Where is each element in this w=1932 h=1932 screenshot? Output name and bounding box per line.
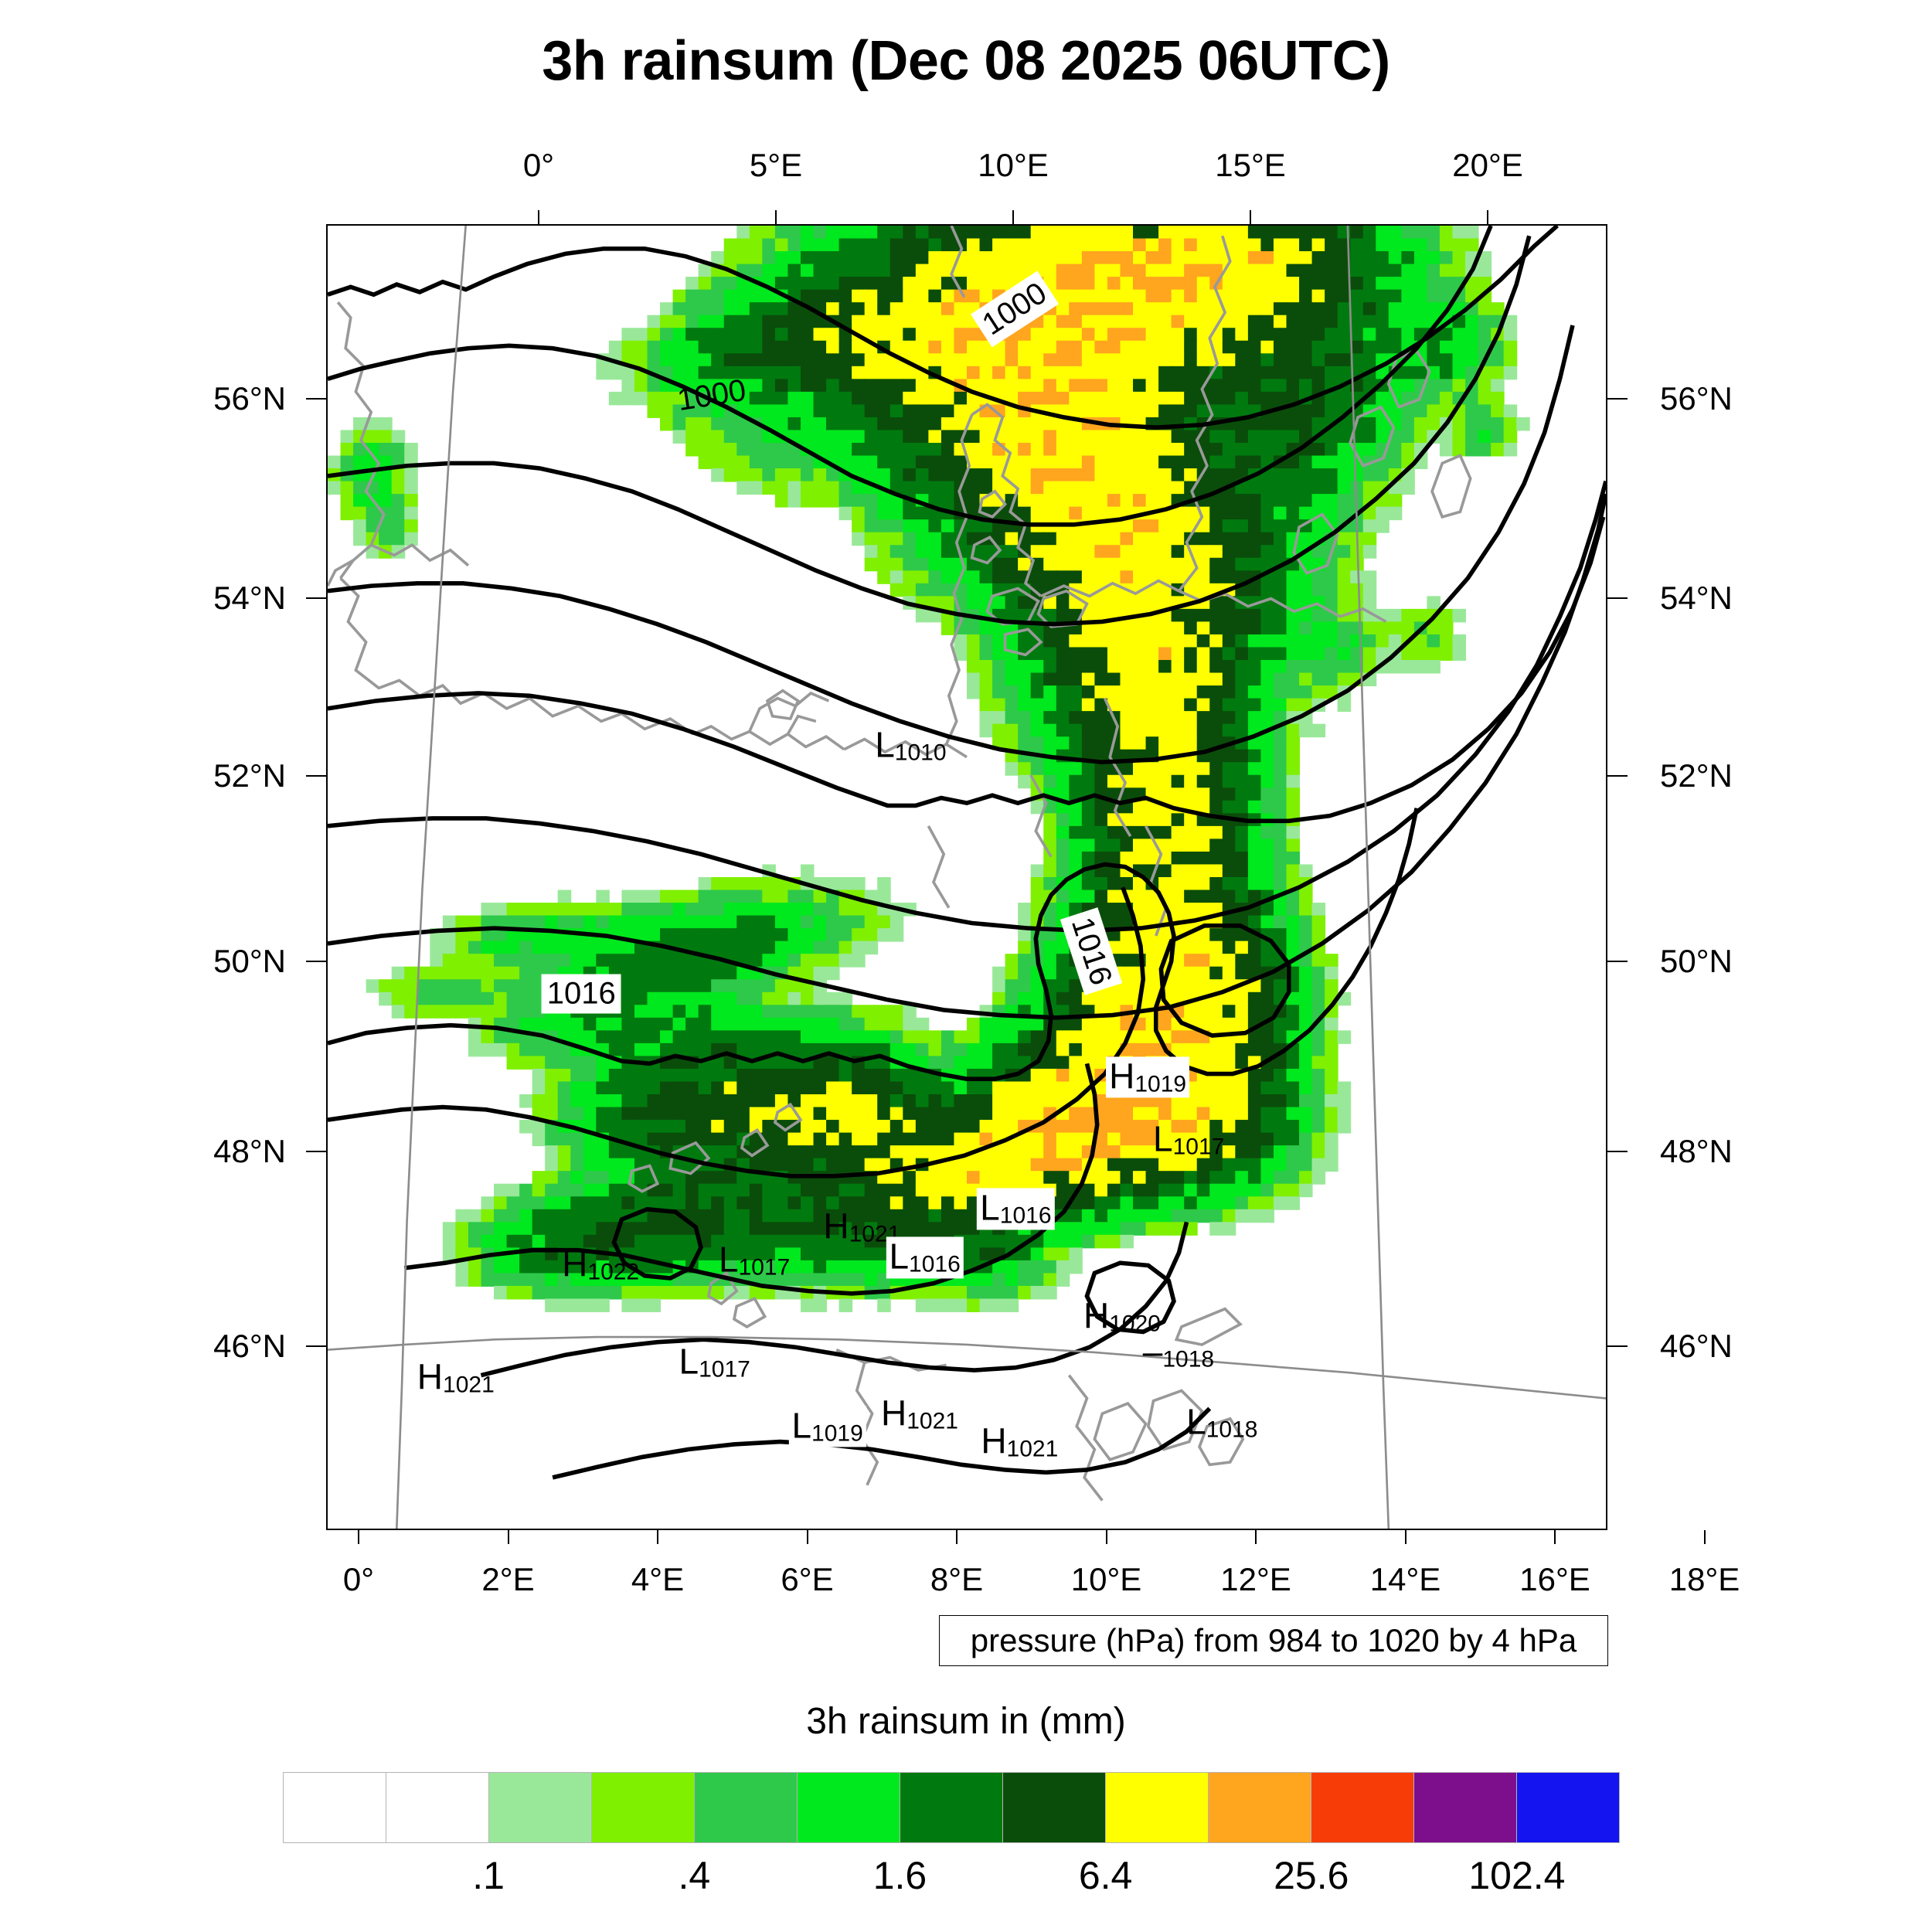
- axis-left-tick-1: 54°N: [213, 580, 286, 616]
- graticule-layer: [328, 226, 1606, 1529]
- axis-right-tick-3: 50°N: [1660, 943, 1733, 979]
- colorbar-tick-labels: .1 .4 1.6 6.4 25.6 102.4: [283, 1853, 1620, 1907]
- axis-bottom-tick-4: 8°E: [930, 1561, 984, 1597]
- axis-left-tick-4: 48°N: [213, 1133, 286, 1169]
- tick-mark: [1703, 1530, 1706, 1544]
- tick-mark: [1607, 1151, 1628, 1152]
- axis-top-tick-1: 5°E: [749, 147, 803, 183]
- colorbar-cell-10[interactable]: [1311, 1773, 1414, 1842]
- tick-mark: [306, 398, 326, 400]
- tick-mark: [1607, 775, 1628, 777]
- tick-mark: [657, 1530, 658, 1544]
- tick-mark: [507, 1530, 509, 1544]
- tick-mark: [1607, 597, 1628, 599]
- axis-right-tick-4: 48°N: [1660, 1133, 1733, 1169]
- coastline-layer: [328, 226, 1472, 1502]
- colorbar-tick-1: .4: [678, 1854, 711, 1897]
- axis-right-tick-0: 56°N: [1660, 380, 1733, 417]
- tick-mark: [1607, 961, 1628, 962]
- tick-mark: [956, 1530, 957, 1544]
- axis-bottom-tick-6: 12°E: [1220, 1561, 1291, 1597]
- colorbar-cell-12[interactable]: [1517, 1773, 1619, 1842]
- tick-mark: [1255, 1530, 1257, 1544]
- colorbar-title: 3h rainsum in (mm): [806, 1701, 1126, 1742]
- colorbar-cell-9[interactable]: [1209, 1773, 1311, 1842]
- tick-mark: [1105, 1530, 1107, 1544]
- tick-mark: [306, 1345, 326, 1347]
- axis-bottom-tick-9: 18°E: [1668, 1561, 1740, 1597]
- tick-mark: [1607, 1345, 1628, 1347]
- tick-mark: [538, 210, 539, 224]
- tick-mark: [1250, 210, 1251, 224]
- colorbar-cell-7[interactable]: [1003, 1773, 1106, 1842]
- axis-left-tick-5: 46°N: [213, 1328, 286, 1364]
- colorbar-cell-1[interactable]: [386, 1773, 489, 1842]
- page-title: 3h rainsum (Dec 08 2025 06UTC): [542, 30, 1390, 92]
- colorbar-cell-8[interactable]: [1106, 1773, 1209, 1842]
- tick-mark: [358, 1530, 359, 1544]
- axis-bottom-tick-0: 0°: [342, 1561, 375, 1597]
- tick-mark: [1487, 210, 1488, 224]
- axis-left-tick-0: 56°N: [213, 380, 286, 417]
- colorbar-tick-4: 25.6: [1274, 1854, 1349, 1897]
- pressure-caption-text: pressure (hPa) from 984 to 1020 by 4 hPa: [970, 1622, 1577, 1658]
- axis-bottom-tick-1: 2°E: [481, 1561, 535, 1597]
- weather-map[interactable]: 1000100010161016L990L1010H1019L1017L1016…: [326, 224, 1607, 1530]
- colorbar-cell-4[interactable]: [695, 1773, 798, 1842]
- axis-right-tick-1: 54°N: [1660, 580, 1733, 616]
- colorbar-tick-5: 102.4: [1468, 1854, 1566, 1897]
- colorbar[interactable]: [283, 1772, 1620, 1843]
- colorbar-tick-3: 6.4: [1078, 1854, 1133, 1897]
- tick-mark: [306, 775, 326, 777]
- colorbar-tick-0: .1: [472, 1854, 505, 1897]
- axis-bottom-tick-5: 10°E: [1070, 1561, 1142, 1597]
- axis-right-tick-2: 52°N: [1660, 757, 1733, 794]
- tick-mark: [1404, 1530, 1406, 1544]
- axis-top-tick-4: 20°E: [1452, 147, 1523, 183]
- pressure-caption-box: pressure (hPa) from 984 to 1020 by 4 hPa: [939, 1615, 1608, 1666]
- axis-top-tick-3: 15°E: [1215, 147, 1286, 183]
- axis-bottom-tick-7: 14°E: [1369, 1561, 1441, 1597]
- colorbar-cell-6[interactable]: [900, 1773, 1003, 1842]
- axis-left-tick-2: 52°N: [213, 757, 286, 794]
- tick-mark: [306, 961, 326, 962]
- tick-mark: [806, 1530, 808, 1544]
- colorbar-cell-0[interactable]: [284, 1773, 386, 1842]
- tick-mark: [1607, 398, 1628, 400]
- colorbar-cell-11[interactable]: [1414, 1773, 1517, 1842]
- tick-mark: [775, 210, 777, 224]
- axis-bottom-tick-2: 4°E: [631, 1561, 685, 1597]
- tick-mark: [306, 1151, 326, 1152]
- colorbar-cell-5[interactable]: [798, 1773, 900, 1842]
- colorbar-cell-2[interactable]: [489, 1773, 592, 1842]
- map-canvas: [328, 226, 1606, 1529]
- axis-top-tick-2: 10°E: [978, 147, 1049, 183]
- precipitation-layer: [328, 226, 1530, 1312]
- colorbar-cell-3[interactable]: [592, 1773, 695, 1842]
- axis-bottom-tick-3: 6°E: [781, 1561, 834, 1597]
- axis-bottom-tick-8: 16°E: [1519, 1561, 1590, 1597]
- tick-mark: [1012, 210, 1014, 224]
- tick-mark: [1554, 1530, 1556, 1544]
- colorbar-tick-2: 1.6: [872, 1854, 927, 1897]
- axis-top-tick-0: 0°: [522, 147, 555, 183]
- axis-right-tick-5: 46°N: [1660, 1328, 1733, 1364]
- map-svg: [328, 226, 1606, 1529]
- tick-mark: [306, 597, 326, 599]
- axis-left-tick-3: 50°N: [213, 943, 286, 979]
